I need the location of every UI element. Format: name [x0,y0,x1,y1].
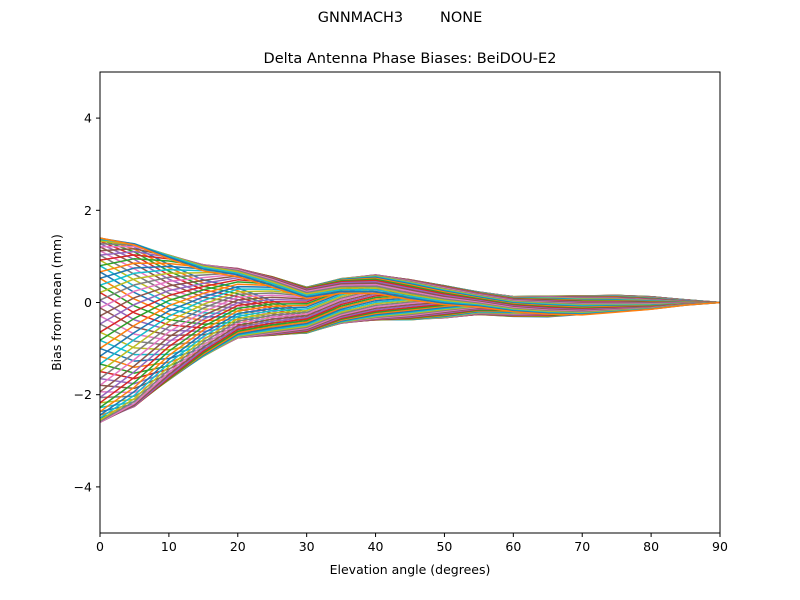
y-tick-label: −4 [74,479,92,494]
x-tick-label: 90 [712,539,728,554]
y-axis-label: Bias from mean (mm) [49,234,64,371]
y-axis: −4 −2 0 2 4 [74,111,100,494]
x-axis-label: Elevation angle (degrees) [330,562,491,577]
x-tick-label: 30 [299,539,315,554]
chart-title: Delta Antenna Phase Biases: BeiDOU-E2 [264,51,557,67]
x-tick-label: 70 [574,539,590,554]
x-tick-label: 40 [368,539,384,554]
x-tick-label: 60 [505,539,521,554]
x-tick-label: 50 [436,539,452,554]
x-tick-label: 10 [161,539,177,554]
series-layer [99,237,721,423]
x-axis: 0 10 20 30 40 50 60 70 80 90 [96,533,728,554]
figure-suptitle: GNNMACH3 NONE [317,10,483,26]
y-tick-label: −2 [74,387,92,402]
y-tick-label: 4 [84,111,92,126]
y-tick-label: 0 [84,295,92,310]
series-line [99,237,721,316]
x-tick-label: 0 [96,539,104,554]
y-tick-label: 2 [84,203,92,218]
x-tick-label: 80 [643,539,659,554]
x-tick-label: 20 [230,539,246,554]
